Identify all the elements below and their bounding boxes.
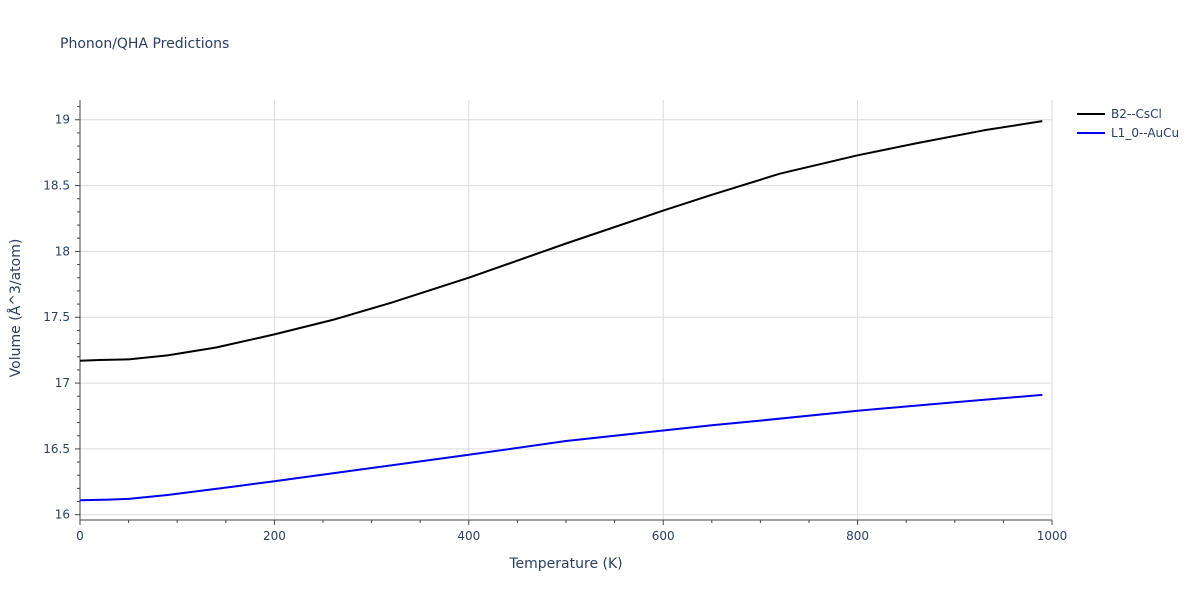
x-axis-title: Temperature (K) [508, 556, 622, 572]
chart-title: Phonon/QHA Predictions [60, 36, 230, 52]
x-tick-label: 0 [76, 529, 84, 543]
grid [80, 100, 1053, 520]
series-line [79, 120, 1043, 362]
y-tick-label: 17.5 [43, 310, 70, 324]
y-axis-title: Volume (Å^3/atom) [7, 239, 24, 378]
axes: 0 200 400 600 800 1000 16 16.5 17 17.5 18 18.5 19 [43, 100, 1067, 543]
y-tick-label: 18.5 [43, 179, 70, 193]
x-tick-label: 800 [846, 529, 869, 543]
series-line [79, 393, 1043, 502]
x-tick-label: 200 [263, 529, 286, 543]
y-tick-label: 18 [55, 244, 70, 258]
x-tick-label: 600 [652, 529, 675, 543]
legend-item[interactable]: B2--CsCl [1077, 107, 1162, 121]
legend-label: B2--CsCl [1111, 107, 1162, 121]
legend-label: L1_0--AuCu [1111, 126, 1179, 140]
legend-item[interactable]: L1_0--AuCu [1077, 126, 1179, 140]
y-tick-label: 19 [55, 113, 70, 127]
series-lines [79, 120, 1043, 502]
legend[interactable]: B2--CsCl L1_0--AuCu [1077, 107, 1179, 140]
x-tick-label: 1000 [1037, 529, 1068, 543]
y-tick-label: 17 [55, 376, 70, 390]
y-tick-label: 16.5 [43, 442, 70, 456]
x-tick-label: 400 [457, 529, 480, 543]
y-tick-label: 16 [55, 508, 70, 522]
